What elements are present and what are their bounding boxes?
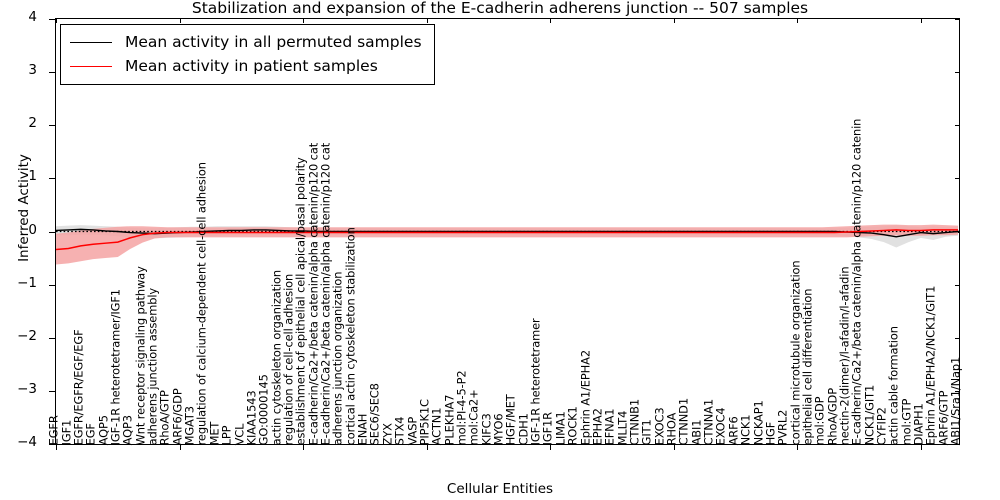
x-tick-mark bbox=[56, 445, 57, 450]
x-category-label: cortical actin cytoskeleton stabilizatio… bbox=[343, 226, 358, 445]
y-tick-mark bbox=[955, 284, 960, 286]
x-tick-mark bbox=[550, 18, 552, 23]
y-tick-label: −3 bbox=[17, 380, 37, 397]
x-tick-mark bbox=[797, 445, 799, 450]
y-tick-mark bbox=[49, 390, 55, 392]
x-tick-mark bbox=[179, 445, 181, 450]
legend-label-patient: Mean activity in patient samples bbox=[125, 57, 378, 75]
x-category-label: GO:0000145 bbox=[256, 373, 271, 445]
y-tick-mark bbox=[49, 125, 55, 127]
x-tick-mark bbox=[303, 18, 305, 23]
x-category-label: ROCK1 bbox=[565, 405, 580, 445]
y-tick-mark bbox=[955, 19, 960, 20]
y-tick-mark bbox=[49, 284, 55, 286]
plot-svg bbox=[56, 224, 959, 265]
chart-legend: Mean activity in all permuted samples Me… bbox=[60, 24, 435, 85]
y-tick-mark bbox=[955, 72, 960, 74]
legend-swatch-red bbox=[70, 65, 112, 67]
legend-swatch-black bbox=[70, 41, 112, 43]
y-tick-label: −2 bbox=[17, 327, 37, 344]
x-category-label: STX4 bbox=[392, 416, 407, 445]
y-tick-mark bbox=[955, 390, 960, 392]
y-tick-mark bbox=[49, 19, 55, 20]
x-tick-mark bbox=[920, 445, 922, 450]
x-category-label: ABI1/Sra1/Nap1 bbox=[948, 356, 963, 445]
y-tick-mark bbox=[49, 337, 55, 339]
y-tick-mark bbox=[49, 72, 55, 74]
x-category-label: ACTN1 bbox=[429, 407, 444, 445]
x-category-label: PVRL2 bbox=[775, 409, 790, 445]
x-category-label: mol:Ca2+ bbox=[466, 389, 481, 445]
plot-area bbox=[55, 18, 960, 445]
x-tick-mark bbox=[426, 18, 428, 23]
y-tick-mark bbox=[955, 337, 960, 339]
x-tick-mark bbox=[56, 18, 57, 23]
legend-item-patient: Mean activity in patient samples bbox=[70, 54, 422, 78]
x-tick-mark bbox=[179, 18, 181, 23]
y-tick-label: 4 bbox=[28, 9, 37, 25]
x-tick-mark bbox=[550, 445, 552, 450]
y-tick-mark bbox=[955, 178, 960, 180]
x-axis-label: Cellular Entities bbox=[446, 481, 554, 497]
x-tick-mark bbox=[303, 445, 305, 450]
page-title: Stabilization and expansion of the E-cad… bbox=[191, 0, 809, 17]
x-category-label: GIT1 bbox=[639, 419, 654, 445]
x-category-label: regulation of calcium-dependent cell-cel… bbox=[195, 161, 210, 445]
x-category-label: mol:GDP bbox=[812, 396, 827, 445]
patient-sample-band bbox=[56, 224, 958, 265]
x-category-label: EGF bbox=[83, 422, 98, 445]
x-category-label: NCK1 bbox=[738, 414, 753, 445]
x-tick-mark bbox=[426, 445, 428, 450]
y-tick-label: −4 bbox=[17, 434, 37, 450]
x-category-label: establishment of epithelial cell apical/… bbox=[293, 156, 308, 445]
y-tick-mark bbox=[49, 444, 55, 445]
y-tick-label: 1 bbox=[28, 168, 37, 185]
x-category-label: EGFR bbox=[46, 414, 61, 445]
y-tick-label: 0 bbox=[28, 221, 37, 238]
x-category-label: EFNA1 bbox=[602, 408, 617, 445]
y-tick-label: 3 bbox=[28, 62, 37, 79]
legend-item-permuted: Mean activity in all permuted samples bbox=[70, 30, 422, 54]
y-tick-mark bbox=[49, 178, 55, 180]
legend-label-permuted: Mean activity in all permuted samples bbox=[125, 33, 422, 51]
x-tick-mark bbox=[797, 18, 799, 23]
y-tick-mark bbox=[955, 125, 960, 127]
patient-sample-line bbox=[56, 229, 958, 251]
y-tick-mark bbox=[49, 231, 55, 233]
permuted-sample-line bbox=[56, 228, 959, 238]
y-tick-label: 2 bbox=[28, 115, 37, 132]
x-tick-mark bbox=[673, 445, 675, 450]
x-category-label: LPP bbox=[219, 425, 234, 445]
x-tick-mark bbox=[673, 18, 675, 23]
y-tick-label: −1 bbox=[17, 274, 37, 291]
x-tick-mark bbox=[920, 18, 922, 23]
